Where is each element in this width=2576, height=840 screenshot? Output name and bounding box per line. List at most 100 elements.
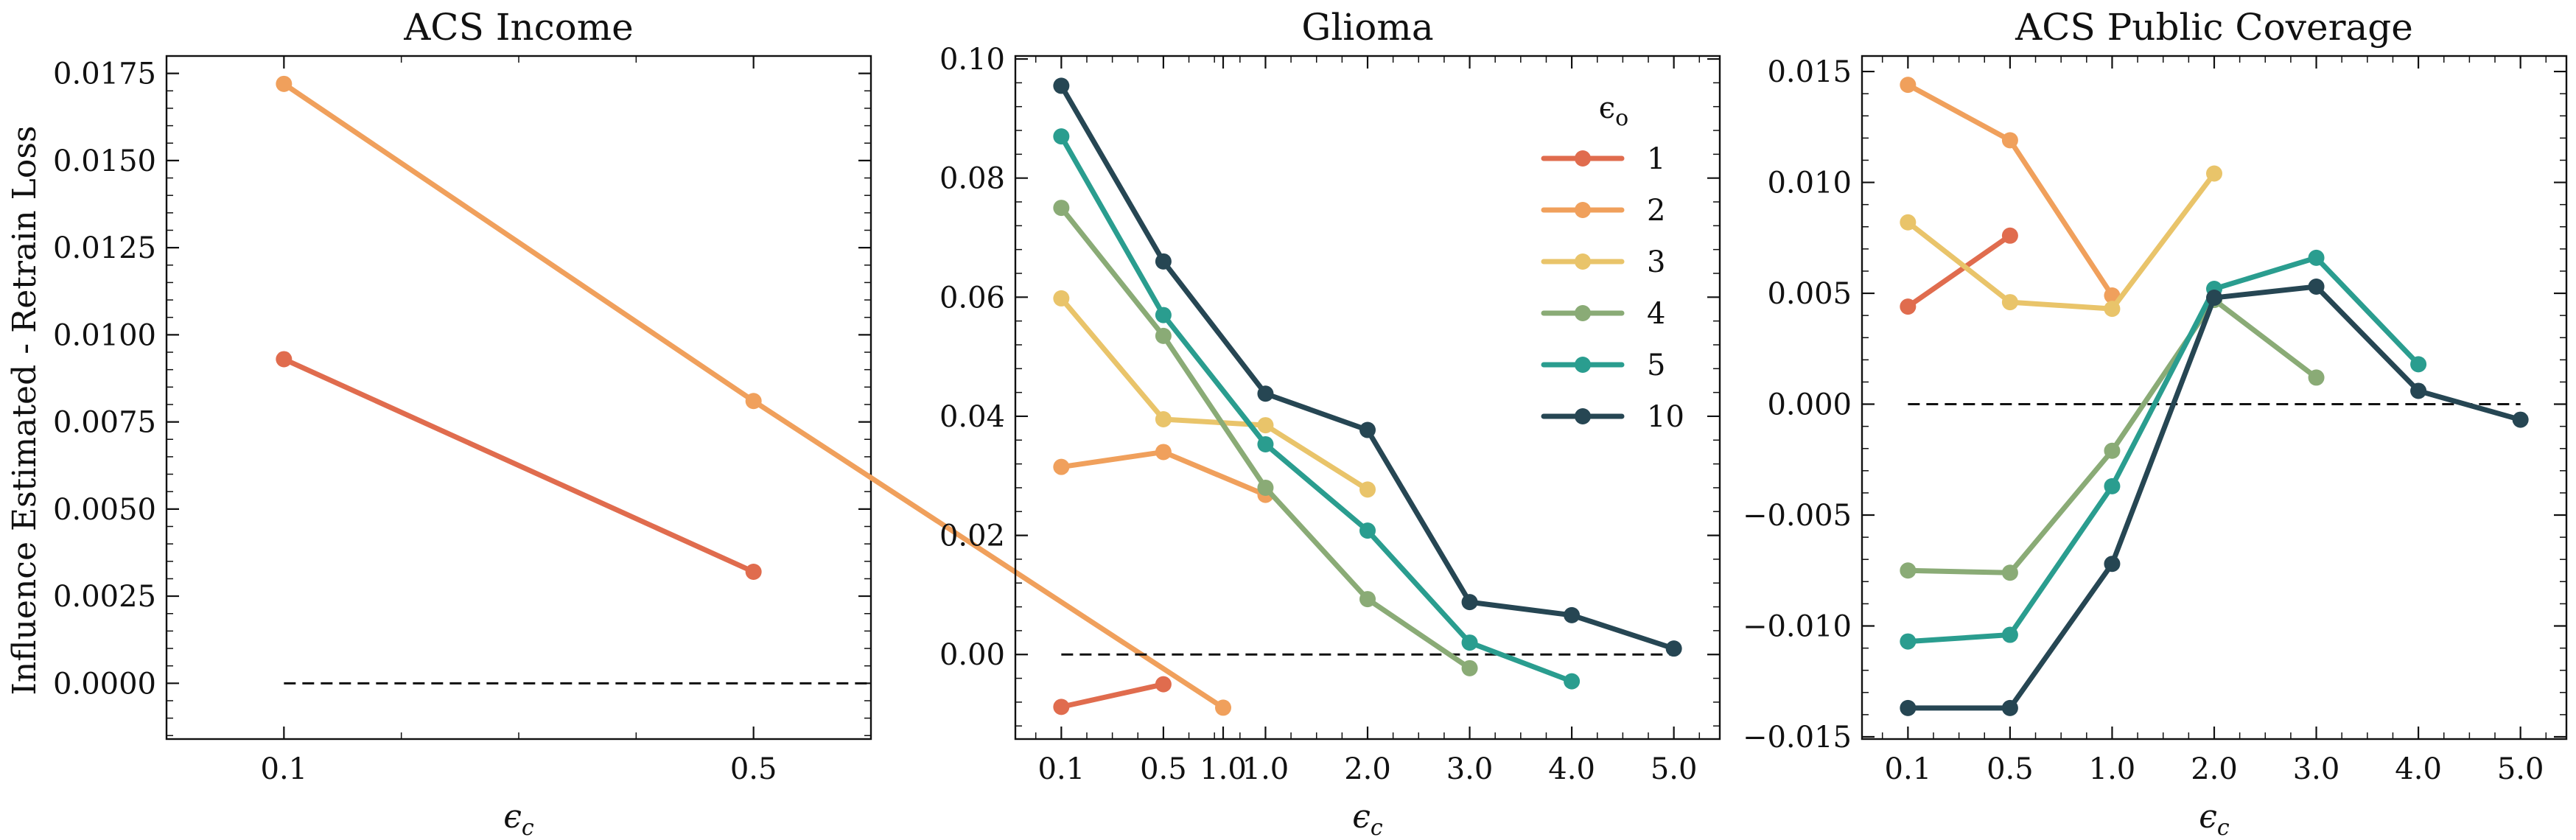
y-tick-label: 0.0000 [53, 667, 156, 701]
chart-title: Glioma [1301, 6, 1433, 49]
legend-swatch-marker [1575, 202, 1591, 218]
series-line [281, 356, 757, 575]
legend-title-base: ϵ [1599, 91, 1615, 125]
y-tick-label: 0.0075 [53, 406, 156, 440]
x-tick-label: 0.5 [730, 752, 777, 786]
series-2 [1900, 77, 2121, 304]
x-tick-label: 1.0 [1242, 752, 1289, 786]
x-axis-label: ϵc [1352, 798, 1383, 840]
x-axis-label: ϵc [2199, 798, 2230, 840]
y-tick-label: −0.010 [1743, 610, 1852, 644]
chart-title: ACS Income [403, 6, 634, 49]
data-point [1257, 385, 1274, 402]
y-tick-label: −0.015 [1743, 721, 1852, 755]
x-tick-label: 1.0 [1200, 752, 1247, 786]
data-point [1359, 421, 1376, 438]
plot-frame [165, 55, 872, 741]
y-tick-label: 0.000 [1767, 388, 1852, 422]
series-line [1905, 82, 2115, 298]
x-axis-label-subscript: c [1371, 815, 1383, 840]
series-5 [1053, 128, 1581, 690]
data-point [1053, 200, 1070, 217]
data-point [276, 75, 293, 92]
x-tick-label: 1.0 [2089, 752, 2136, 786]
x-tick-label: 0.5 [1987, 752, 2034, 786]
x-axis-label-base: ϵ [503, 798, 522, 836]
data-point [1461, 634, 1478, 651]
x-tick-label: 0.1 [1885, 752, 1932, 786]
y-tick-label: 0.00 [939, 638, 1005, 672]
x-tick-label: 5.0 [1651, 752, 1698, 786]
legend-label: 4 [1647, 297, 1665, 331]
data-point [1053, 699, 1070, 715]
data-point [1900, 298, 1917, 315]
data-point [1665, 640, 1682, 657]
data-point [1155, 676, 1172, 693]
data-point [1900, 77, 1917, 94]
data-point [1155, 410, 1172, 427]
data-point [2104, 477, 2121, 494]
data-point [1900, 699, 1917, 716]
series-line [1058, 133, 1575, 685]
chart-panel-2: Glioma 0.00 0.02 0.04 0.06 0.08 0.10 0.1 0.5 1.0 2… [939, 6, 1721, 840]
data-point [2512, 411, 2529, 428]
y-tick-label: 0.0150 [53, 144, 156, 178]
y-tick-label: 0.005 [1767, 277, 1852, 311]
data-point [1564, 606, 1581, 623]
series-4 [1900, 292, 2325, 581]
x-tick-label: 0.1 [1038, 752, 1085, 786]
data-point [1053, 290, 1070, 307]
y-tick-label: 0.0025 [53, 580, 156, 614]
series-3 [1053, 290, 1376, 498]
legend-item-4: 4 [1541, 297, 1665, 331]
data-point [2410, 356, 2427, 373]
series-3 [1900, 165, 2222, 318]
y-tick-label: 0.0125 [53, 231, 156, 265]
legend-label: 5 [1647, 349, 1665, 382]
data-point [1359, 591, 1376, 608]
data-point [2206, 290, 2222, 307]
data-point [1900, 214, 1917, 231]
data-point [745, 563, 762, 580]
legend-label: 3 [1647, 245, 1665, 279]
legend-item-10: 10 [1541, 400, 1684, 434]
y-tick-label: 0.0100 [53, 318, 156, 352]
data-point [1155, 253, 1172, 270]
data-point [1155, 327, 1172, 344]
data-point [2308, 279, 2325, 295]
x-axis-label: ϵc [503, 798, 534, 840]
x-tick-label: 3.0 [1446, 752, 1494, 786]
y-axis-label: Influence Estimated - Retrain Loss [6, 126, 43, 696]
data-point [2104, 442, 2121, 459]
legend-swatch-marker [1575, 305, 1591, 321]
legend-item-5: 5 [1541, 349, 1665, 382]
x-axis-label-base: ϵ [2199, 798, 2217, 836]
data-point [2206, 165, 2222, 182]
legend-swatch-marker [1575, 253, 1591, 270]
series-2 [276, 75, 1231, 716]
data-point [1257, 417, 1274, 434]
data-point [1359, 481, 1376, 498]
data-point [1461, 594, 1478, 611]
legend-title-subscript: o [1615, 105, 1628, 131]
x-axis-label-base: ϵ [1352, 798, 1371, 836]
legend-swatch-marker [1575, 408, 1591, 424]
y-tick-label: −0.005 [1743, 499, 1852, 533]
y-tick-label: 0.06 [939, 281, 1005, 315]
series-1 [1900, 227, 2018, 315]
data-point [1053, 458, 1070, 475]
legend-label: 2 [1647, 194, 1665, 228]
y-tick-label: 0.015 [1767, 55, 1852, 89]
legend-item-2: 2 [1541, 194, 1665, 228]
legend-swatch-marker [1575, 357, 1591, 373]
x-axis-label-subscript: c [2217, 815, 2230, 840]
series-1 [1053, 676, 1172, 715]
series-line [1905, 233, 2013, 309]
series-10 [1900, 279, 2529, 716]
series-line [1905, 297, 2320, 575]
data-point [1053, 77, 1070, 94]
series-5 [1900, 249, 2427, 650]
x-tick-label: 0.1 [261, 752, 308, 786]
